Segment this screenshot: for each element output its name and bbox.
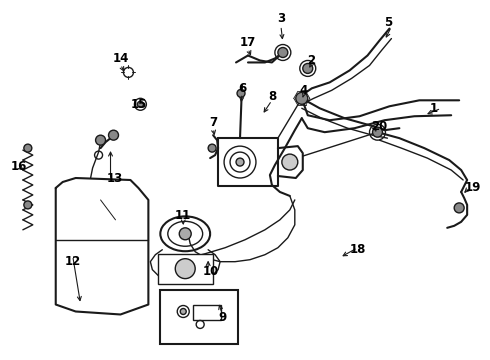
Text: 17: 17 — [240, 36, 256, 49]
Circle shape — [24, 144, 32, 152]
Circle shape — [137, 101, 144, 107]
Text: 14: 14 — [112, 52, 129, 65]
Text: 15: 15 — [130, 98, 147, 111]
Bar — [193, 305, 221, 320]
Circle shape — [208, 144, 216, 152]
Circle shape — [278, 48, 288, 58]
Circle shape — [175, 259, 195, 279]
Circle shape — [237, 89, 245, 97]
Bar — [160, 289, 238, 345]
Text: 8: 8 — [268, 90, 276, 103]
Text: 12: 12 — [65, 255, 81, 268]
Circle shape — [96, 135, 105, 145]
Circle shape — [454, 203, 464, 213]
Circle shape — [296, 92, 308, 104]
Text: 4: 4 — [300, 84, 308, 97]
Bar — [158, 254, 213, 284]
Text: 7: 7 — [209, 116, 217, 129]
Text: 3: 3 — [277, 12, 285, 25]
Text: 18: 18 — [349, 243, 366, 256]
Text: 6: 6 — [238, 82, 246, 95]
Text: 9: 9 — [218, 311, 226, 324]
Circle shape — [108, 130, 119, 140]
Text: 1: 1 — [429, 102, 438, 115]
Text: 19: 19 — [465, 181, 482, 194]
Text: 20: 20 — [371, 120, 388, 133]
Circle shape — [303, 63, 313, 73]
Text: 5: 5 — [385, 16, 392, 29]
Text: 11: 11 — [175, 210, 192, 222]
Circle shape — [282, 154, 298, 170]
Circle shape — [236, 158, 244, 166]
Text: 16: 16 — [11, 159, 27, 172]
Circle shape — [24, 201, 32, 209]
Text: 2: 2 — [307, 54, 315, 67]
Circle shape — [372, 127, 383, 137]
Text: 13: 13 — [106, 171, 123, 185]
Text: 10: 10 — [203, 265, 220, 278]
Circle shape — [180, 309, 186, 315]
Circle shape — [179, 228, 191, 240]
